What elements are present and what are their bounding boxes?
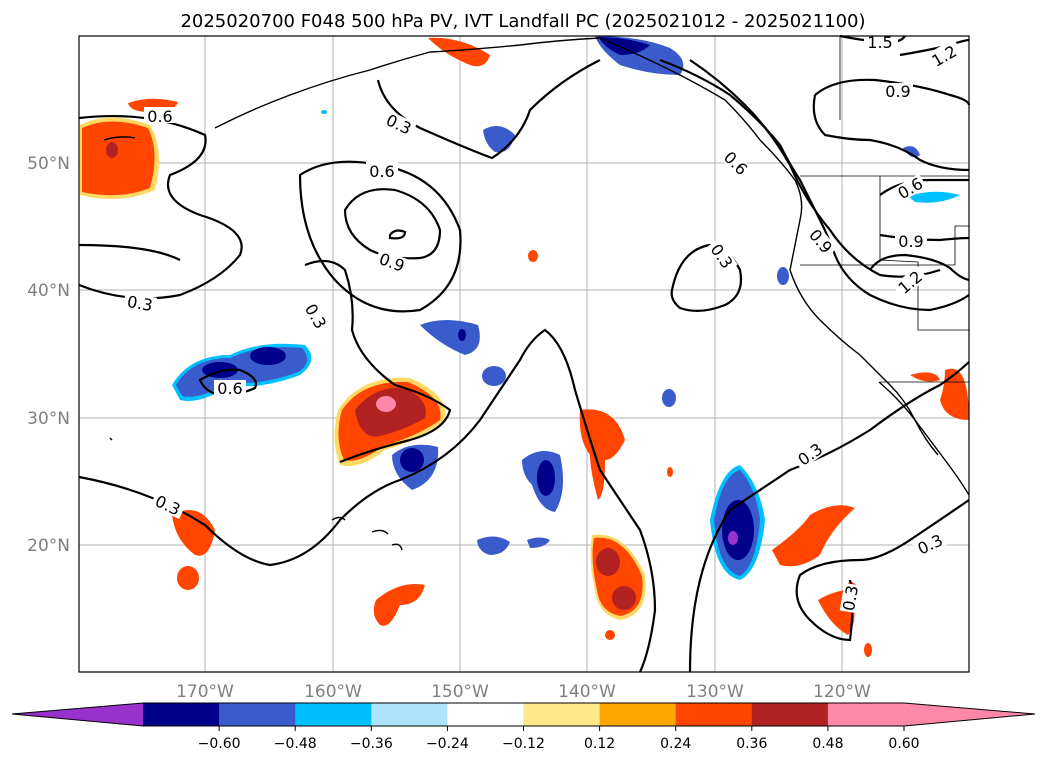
colorbar-segment <box>523 703 601 726</box>
lat-label-30n: 30°N <box>27 409 70 429</box>
longitude-labels: 170°W 160°W 150°W 140°W 130°W 120°W <box>176 682 871 702</box>
colorbar-segment <box>599 703 677 726</box>
lon-label-160w: 160°W <box>304 682 362 702</box>
colorbar-tick-label: 0.24 <box>660 736 691 752</box>
colorbar-tick-label: −0.48 <box>274 736 317 752</box>
colorbar-tick-label: 0.48 <box>812 736 843 752</box>
lon-label-150w: 150°W <box>431 682 489 702</box>
colorbar-outline <box>11 702 1036 727</box>
borders <box>800 36 969 383</box>
colorbar-segments <box>143 703 905 726</box>
lon-label-120w: 120°W <box>813 682 871 702</box>
contour-label: 1.5 <box>867 33 892 52</box>
contour-label: 0.6 <box>217 379 242 398</box>
colorbar-tick-label: −0.12 <box>502 736 545 752</box>
colorbar-segment <box>219 703 296 726</box>
pv-anomaly-fills <box>80 36 969 657</box>
contour-label: 0.6 <box>369 162 394 181</box>
lat-label-40n: 40°N <box>27 281 70 301</box>
colorbar-segment <box>447 703 524 726</box>
colorbar-segment <box>295 703 372 726</box>
lon-label-140w: 140°W <box>558 682 616 702</box>
colorbar-segment <box>143 703 220 726</box>
lat-label-50n: 50°N <box>27 154 70 174</box>
latitude-labels: 50°N 40°N 30°N 20°N <box>27 154 70 556</box>
contour-label: 0.6 <box>147 107 172 126</box>
contour-label: 0.9 <box>898 232 923 251</box>
lon-label-130w: 130°W <box>686 682 744 702</box>
contour-label: 0.3 <box>126 292 154 315</box>
colorbar-tick-label: 0.12 <box>584 736 615 752</box>
colorbar-over-triangle <box>904 703 1035 726</box>
colorbar-segment <box>827 703 905 726</box>
colorbar-segment <box>371 703 448 726</box>
colorbar: −0.60 −0.48 −0.36 −0.24 −0.12 0.12 0.24 0.36 0.4… <box>11 702 1036 752</box>
colorbar-tick-label: −0.60 <box>198 736 241 752</box>
map-panel: 1.5 1.2 0.9 0.6 0.3 0.6 0.6 0.9 0.3 0.3 … <box>78 33 971 673</box>
figure-title: 2025020700 F048 500 hPa PV, IVT Landfall… <box>180 11 865 32</box>
colorbar-segment <box>751 703 829 726</box>
colorbar-tick-label: 0.36 <box>736 736 767 752</box>
lon-label-170w: 170°W <box>176 682 234 702</box>
coastlines <box>103 37 970 551</box>
colorbar-under-triangle <box>12 703 143 726</box>
colorbar-segment <box>675 703 753 726</box>
map-frame <box>78 35 970 673</box>
lat-label-20n: 20°N <box>27 536 70 556</box>
colorbar-tick-label: −0.24 <box>426 736 469 752</box>
colorbar-tick-label: 0.60 <box>888 736 919 752</box>
colorbar-ticks: −0.60 −0.48 −0.36 −0.24 −0.12 0.12 0.24 0.36 0.4… <box>198 726 920 752</box>
colorbar-tick-label: −0.36 <box>350 736 393 752</box>
contour-label: 0.9 <box>885 82 910 101</box>
contour-label: 0.3 <box>839 584 862 612</box>
